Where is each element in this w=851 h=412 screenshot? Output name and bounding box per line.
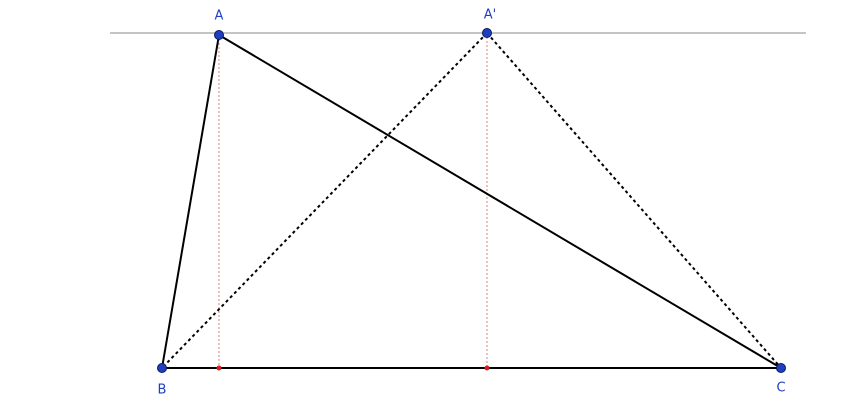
point-label: B — [158, 383, 167, 398]
side-ab — [161, 34, 220, 369]
foot-a — [216, 365, 222, 371]
point — [776, 363, 786, 373]
point — [157, 363, 167, 373]
point-label: A — [215, 9, 224, 24]
side-ac — [218, 34, 782, 369]
side-a-prime-c — [486, 32, 782, 369]
point — [482, 28, 492, 38]
point-label: A' — [484, 8, 496, 23]
point — [214, 30, 224, 40]
foot-a-prime — [484, 365, 490, 371]
point-label: C — [776, 381, 785, 396]
